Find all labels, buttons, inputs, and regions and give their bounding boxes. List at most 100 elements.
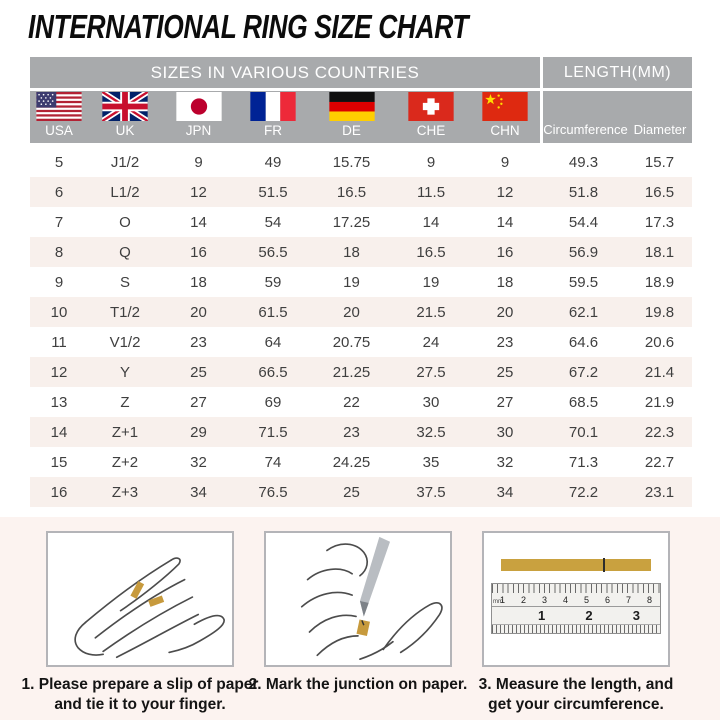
column-header-circumference: Circumference: [543, 122, 628, 137]
size-cell: 20: [496, 303, 514, 321]
table-row: 5 J1/2 9 49 15.75 9 9 49.3 15.7: [30, 147, 692, 177]
size-cell: 27: [190, 393, 207, 411]
size-cell: 66.5: [258, 363, 288, 381]
size-cell: 56.9: [568, 243, 599, 261]
strip-mark: [603, 558, 605, 572]
size-cell: 67.2: [568, 363, 599, 381]
size-cell: 20.75: [332, 333, 371, 351]
column-header-uk: UK: [88, 91, 162, 143]
flag-header-row: USA UK JPN: [30, 91, 692, 143]
ruler-illustration: mm 1 2 3 4 5 6 7 8 1 2 3: [491, 583, 661, 634]
size-cell: 21.9: [644, 393, 675, 411]
size-cell: 54: [264, 213, 282, 231]
step-2-illustration-box: [264, 531, 452, 667]
table-group-header: SIZES IN VARIOUS COUNTRIES LENGTH(MM): [30, 57, 692, 88]
size-cell: 14: [422, 213, 440, 231]
column-header-diameter: Diameter: [633, 122, 687, 137]
step-3-caption: 3. Measure the length, and get your circ…: [478, 676, 674, 713]
size-cell: 23.1: [644, 483, 675, 501]
column-header-usa: USA: [30, 91, 88, 143]
table-row: 12 Y 25 66.5 21.25 27.5 25 67.2 21.4: [30, 357, 692, 387]
size-cell: 20: [190, 303, 207, 321]
size-cell: 70.1: [568, 423, 599, 441]
table-row: 11 V1/2 23 64 20.75 24 23 64.6 20.6: [30, 327, 692, 357]
size-cell: 15.75: [332, 153, 371, 171]
size-table: SIZES IN VARIOUS COUNTRIES LENGTH(MM): [30, 57, 692, 507]
size-cell: 51.5: [258, 183, 288, 201]
table-row: 6 L1/2 12 51.5 16.5 11.5 12 51.8 16.5: [30, 177, 692, 207]
size-cell: Z+1: [111, 423, 139, 441]
size-cell: 13: [50, 393, 68, 411]
measuring-instructions: 1. Please prepare a slip of paper and ti…: [0, 517, 720, 720]
germany-flag-icon: [328, 92, 375, 121]
size-cell: 32: [496, 453, 514, 471]
size-cell: Q: [119, 243, 131, 261]
size-cell: 22.3: [644, 423, 675, 441]
table-row: 8 Q 16 56.5 18 16.5 16 56.9 18.1: [30, 237, 692, 267]
size-cell: 59: [264, 273, 282, 291]
column-header-chn: CHN: [470, 91, 540, 143]
size-cell: 11: [51, 333, 67, 351]
step-1-caption: 1. Please prepare a slip of paper and ti…: [21, 676, 259, 713]
size-cell: Z: [120, 393, 130, 411]
size-cell: 17.25: [332, 213, 371, 231]
size-cell: 54.4: [568, 213, 599, 231]
size-cell: 16: [50, 483, 68, 501]
size-cell: 14: [496, 213, 514, 231]
size-cell: 9: [500, 153, 510, 171]
size-cell: 16.5: [644, 183, 675, 201]
size-cell: 76.5: [258, 483, 288, 501]
size-cell: 18.9: [644, 273, 675, 291]
size-cell: 35: [422, 453, 440, 471]
size-cell: 17.3: [644, 213, 675, 231]
size-cell: 15: [50, 453, 68, 471]
step-2-caption: 2. Mark the junction on paper.: [248, 676, 468, 693]
size-cell: 56.5: [258, 243, 288, 261]
size-cell: 34: [496, 483, 514, 501]
ruler-mm-ticks: [492, 584, 660, 593]
size-cell: 12: [496, 183, 514, 201]
size-cell: 18: [496, 273, 514, 291]
table-row: 14 Z+1 29 71.5 23 32.5 30 70.1 22.3: [30, 417, 692, 447]
size-cell: Z+3: [111, 483, 139, 501]
size-cell: 29: [190, 423, 207, 441]
table-row: 13 Z 27 69 22 30 27 68.5 21.9: [30, 387, 692, 417]
table-row: 9 S 18 59 19 19 18 59.5 18.9: [30, 267, 692, 297]
pen-marking-finger-illustration: [300, 536, 443, 661]
switzerland-flag-icon: [408, 92, 454, 121]
size-cell: T1/2: [109, 303, 140, 321]
size-cell: 49.3: [568, 153, 599, 171]
size-cell: 72.2: [568, 483, 599, 501]
size-cell: 6: [54, 183, 64, 201]
france-flag-icon: [250, 92, 296, 121]
china-flag-icon: [482, 92, 528, 121]
paper-strip: [501, 558, 651, 572]
table-row: 7 O 14 54 17.25 14 14 54.4 17.3: [30, 207, 692, 237]
column-label-che: DE: [342, 123, 361, 138]
size-cell: 22: [343, 393, 360, 411]
size-cell: 16.5: [416, 243, 446, 261]
length-group-header: LENGTH(MM): [543, 57, 692, 88]
column-label-che: CHE: [416, 123, 446, 138]
size-cell: 9: [426, 153, 436, 171]
size-cell: 23: [343, 423, 360, 441]
column-header-jpn: JPN: [162, 91, 235, 143]
size-cell: 9: [194, 153, 203, 171]
hand-with-paper-strip-illustration: [74, 557, 225, 659]
size-cell: 74: [264, 453, 282, 471]
size-cell: 21.4: [644, 363, 675, 381]
size-cell: 11.5: [416, 183, 446, 201]
size-cell: 12: [50, 363, 68, 381]
usa-flag-icon: [36, 92, 82, 121]
size-cell: 19: [343, 273, 360, 291]
size-cell: 49: [264, 153, 282, 171]
column-label-uk: UK: [115, 123, 135, 138]
size-cell: 61.5: [258, 303, 288, 321]
size-cell: 51.8: [568, 183, 599, 201]
ruler-inch-numbers: 1 2 3: [538, 608, 640, 623]
instruction-step-1: 1. Please prepare a slip of paper and ti…: [22, 531, 258, 720]
step-1-illustration-box: [46, 531, 234, 667]
size-cell: 16: [190, 243, 207, 261]
size-cell: 21.5: [416, 303, 446, 321]
size-cell: 30: [496, 423, 514, 441]
